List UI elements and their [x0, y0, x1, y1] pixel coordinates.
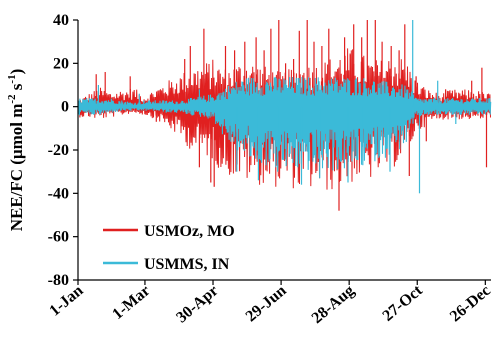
y-tick-label: -80	[48, 272, 69, 289]
y-axis-title: NEE/FC (μmol m-2 s-1)	[6, 69, 26, 232]
y-tick-label: -20	[48, 142, 69, 159]
series-usmms-in	[77, 20, 492, 194]
x-tick-label: 27-Oct	[380, 282, 427, 325]
y-tick-label: -60	[48, 229, 69, 246]
legend-label-usmoz: USMOz, MO	[144, 223, 235, 240]
plot-series-group	[77, 20, 492, 211]
axes-group	[73, 19, 491, 285]
legend-label-usmms: USMMS, IN	[144, 256, 230, 273]
x-tick-label: 28-Aug	[309, 282, 358, 327]
y-tick-label: -40	[48, 185, 69, 202]
x-tick-label: 26-Dec	[447, 282, 494, 325]
y-tick-label: 0	[61, 99, 69, 116]
y-tick-label: 40	[53, 12, 69, 29]
series-trace-1	[77, 76, 492, 171]
x-tick-label: 29-Jun	[243, 282, 290, 325]
x-tick-label: 30-Apr	[173, 282, 221, 326]
x-tick-label: 1-Mar	[109, 282, 153, 323]
y-tick-label: 20	[53, 55, 69, 72]
legend: USMOz, MO USMMS, IN	[103, 223, 235, 273]
